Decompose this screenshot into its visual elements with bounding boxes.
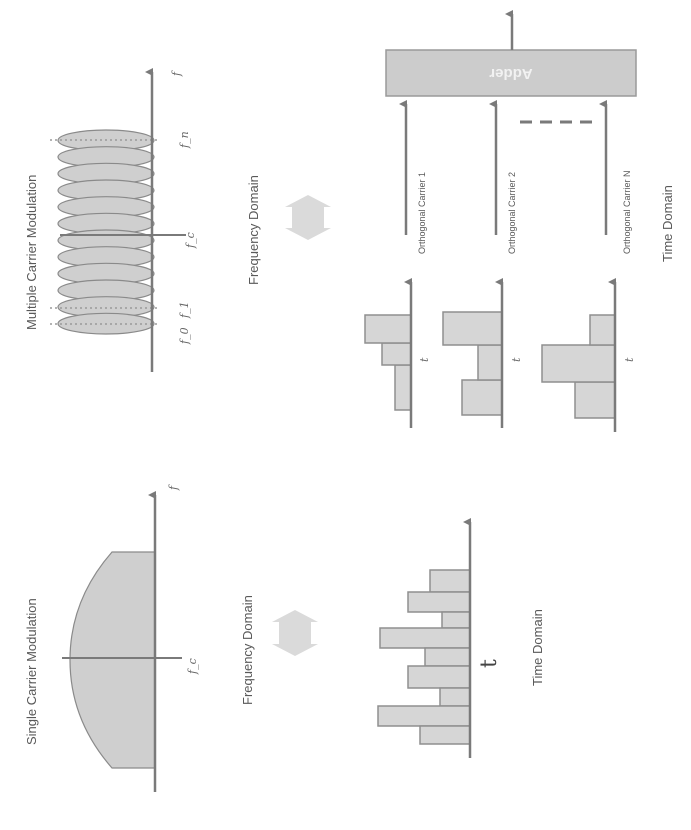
carrier-2-label: Orthogonal Carrier 2 <box>507 172 517 254</box>
time-bar <box>429 569 471 593</box>
carrier-bar <box>442 311 503 346</box>
single-time-plot: t <box>377 518 502 758</box>
carrier-bar <box>364 314 412 344</box>
multi-carrier-section: Multiple Carrier Modulation f_0 f_1 f_c … <box>24 10 675 432</box>
single-time-domain-label: Time Domain <box>530 609 545 686</box>
multi-double-arrow-icon <box>285 195 331 240</box>
single-f-label: f <box>167 484 180 491</box>
carrier-bar <box>381 342 412 366</box>
time-bar <box>407 591 471 613</box>
multi-fc-label: f_c <box>184 232 197 249</box>
multi-frequency-domain-label: Frequency Domain <box>246 175 261 285</box>
carrier-n-t-label: t <box>623 357 636 362</box>
carrier-bar <box>541 344 616 383</box>
carrier-bar <box>477 344 503 381</box>
single-fc-label: f_c <box>186 658 199 675</box>
carrier-bar <box>461 379 503 416</box>
time-bar <box>441 611 471 629</box>
single-double-arrow-icon <box>272 610 318 656</box>
single-carrier-section: Single Carrier Modulation f_c f Frequenc… <box>24 484 545 792</box>
multi-frequency-plot: f_0 f_1 f_c f_n f <box>50 68 197 372</box>
carrier-plot-2: t <box>442 278 523 428</box>
carrier-n-label: Orthogonal Carrier N <box>622 170 632 254</box>
single-t-label: t <box>477 659 502 668</box>
time-bar <box>439 687 471 707</box>
time-bar <box>379 627 471 649</box>
carrier-2-t-label: t <box>510 357 523 362</box>
single-frequency-domain-label: Frequency Domain <box>240 595 255 705</box>
time-bar <box>377 705 471 727</box>
time-bar <box>419 725 471 745</box>
carrier-1-label: Orthogonal Carrier 1 <box>417 172 427 254</box>
multi-f1-label: f_1 <box>178 301 191 319</box>
single-frequency-plot: f_c f <box>62 484 199 792</box>
adder-box <box>385 49 637 97</box>
carrier-bar <box>394 364 412 411</box>
time-bar <box>424 647 471 667</box>
multi-fn-label: f_n <box>178 131 191 149</box>
carrier-bar <box>574 381 616 419</box>
single-carrier-title: Single Carrier Modulation <box>24 598 39 745</box>
multi-f0-label: f_0 <box>178 327 191 345</box>
time-bar <box>407 665 471 689</box>
single-spectrum-shape <box>69 551 156 769</box>
carrier-bar <box>589 314 616 346</box>
adder-block: Adder <box>385 10 637 97</box>
adder-label: Adder <box>489 65 533 82</box>
carrier-plot-n: t <box>541 278 636 432</box>
carrier-1-t-label: t <box>418 357 431 362</box>
carrier-plot-1: t <box>364 278 431 428</box>
multi-carrier-title: Multiple Carrier Modulation <box>24 175 39 330</box>
multi-f-label: f <box>170 70 183 77</box>
multi-time-domain-label: Time Domain <box>660 185 675 262</box>
